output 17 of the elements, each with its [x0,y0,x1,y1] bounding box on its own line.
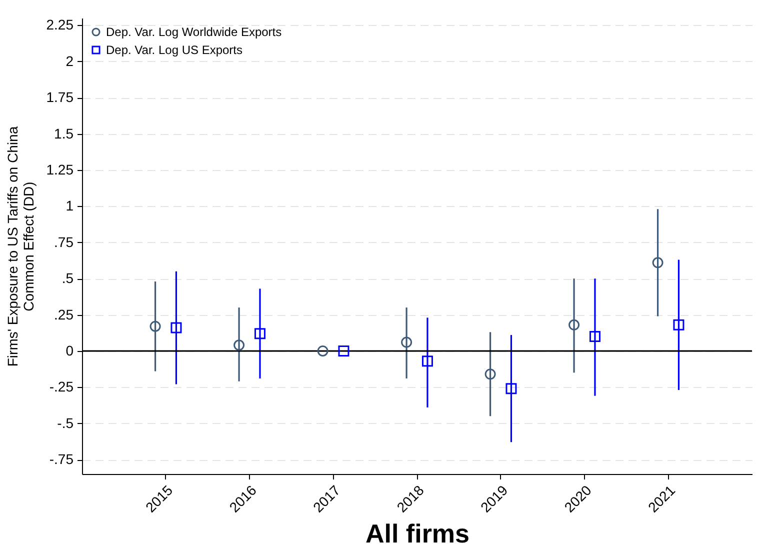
y-tick-label: 1.25 [46,162,74,178]
y-tick-label: 1.5 [54,125,74,142]
y-tick-label: 1.75 [46,89,74,106]
y-tick-label: .25 [54,306,74,322]
y-tick-label: 1 [66,198,74,214]
x-axis-title: All firms [365,518,470,548]
y-tick-label: -.25 [49,378,74,395]
y-tick-label: 2.25 [46,16,74,33]
legend-label: Dep. Var. Log US Exports [106,43,243,57]
y-tick-label: .75 [54,234,74,250]
y-tick-label: .5 [62,270,74,286]
y-tick-label: -.75 [49,451,74,468]
legend-label: Dep. Var. Log Worldwide Exports [106,25,282,39]
y-axis-title: Firms' Exposure to US Tariffs on China Common Effect (DD) [4,126,36,367]
y-tick-label: 2 [66,52,74,69]
y-tick-label: 0 [66,342,74,358]
y-tick-label: -.5 [57,414,74,431]
